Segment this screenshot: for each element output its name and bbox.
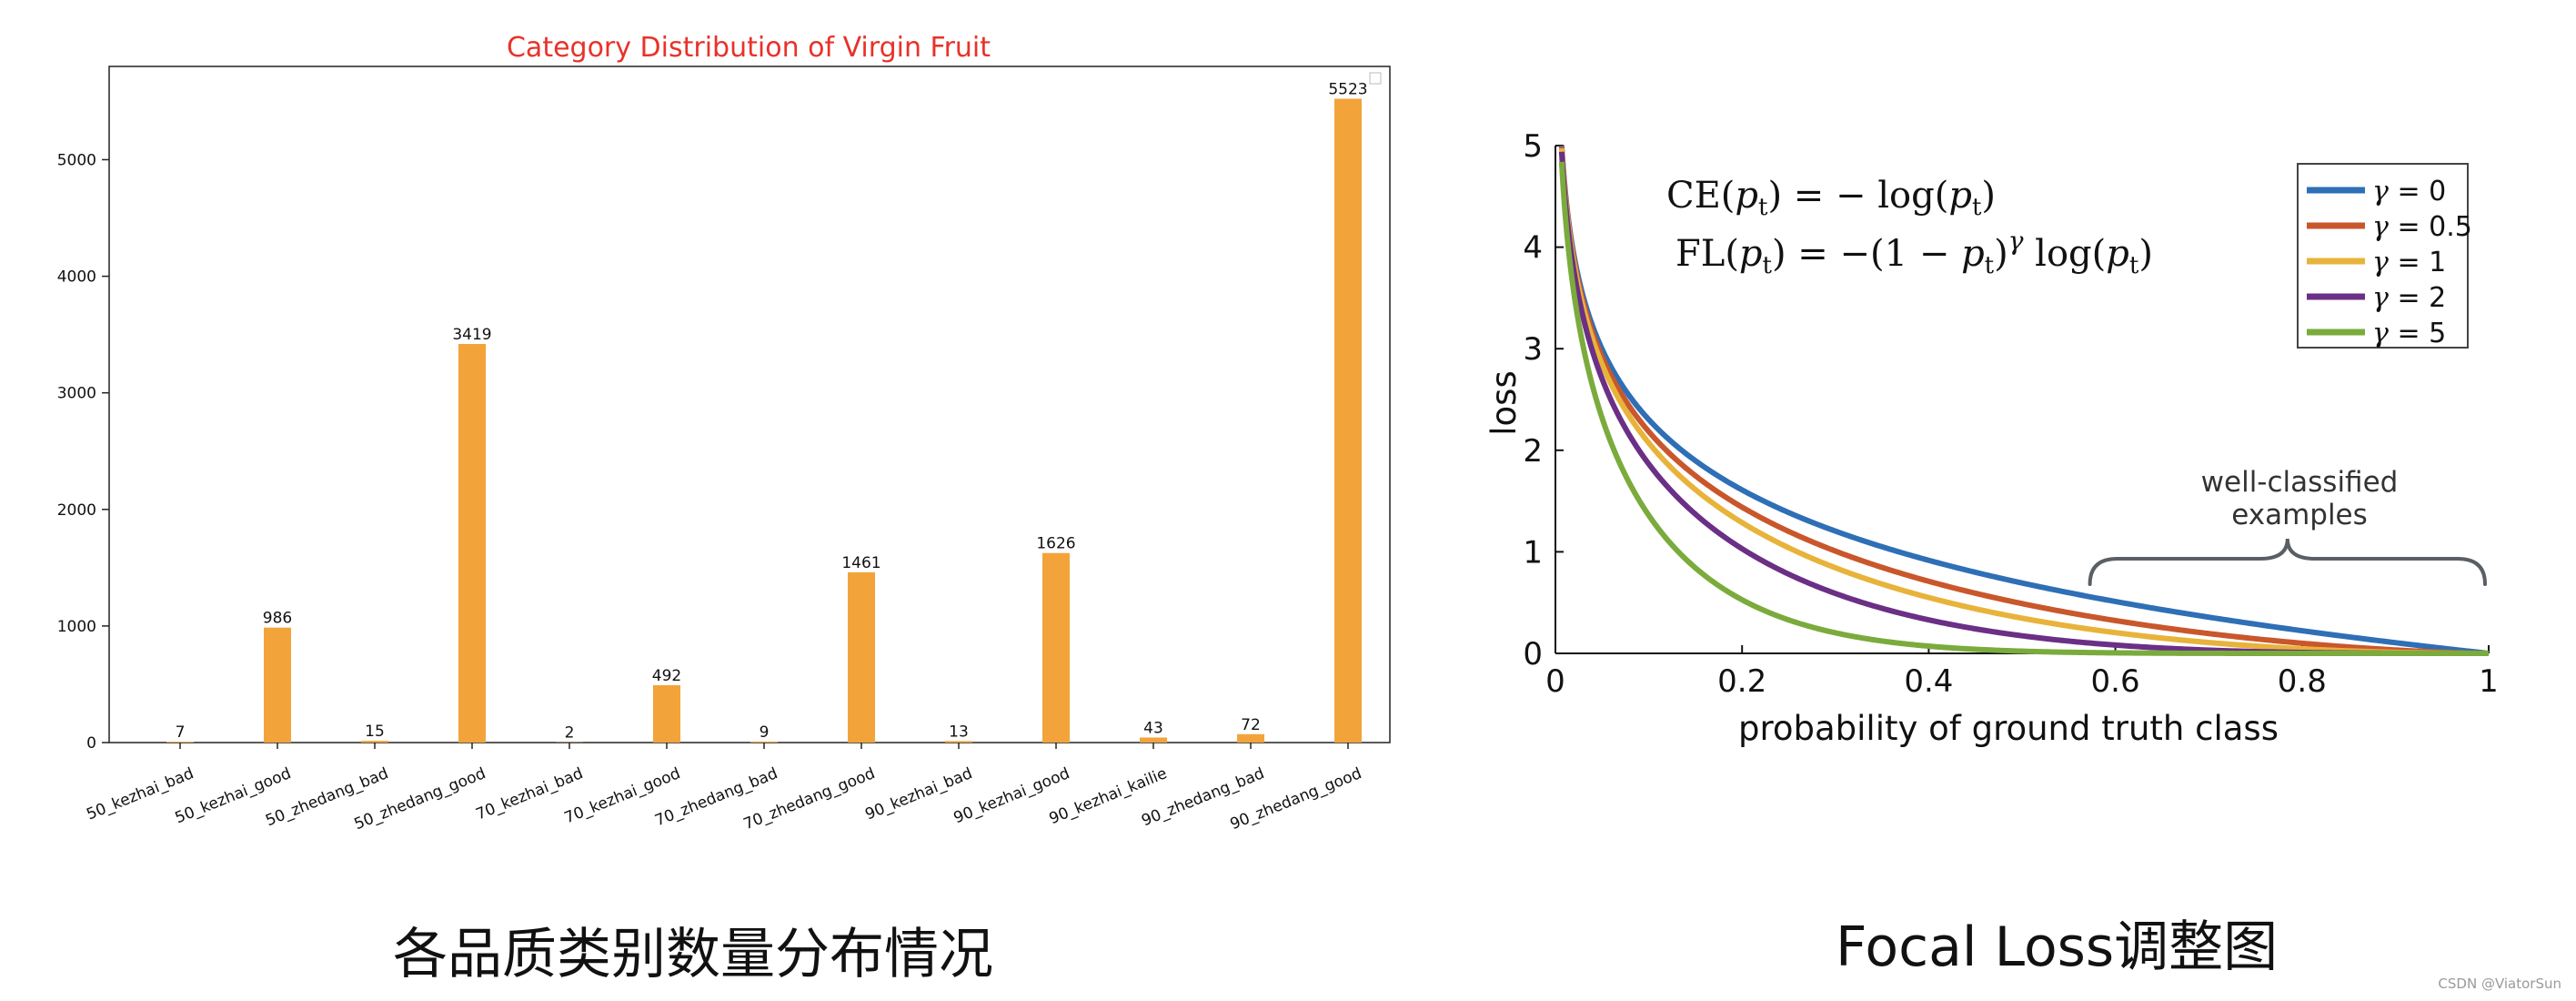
annotation-line-2: examples [2231, 499, 2368, 531]
focal-loss-chart: 0 0.2 0.4 0.6 0.8 1 0 1 2 3 4 5 probability of grou… [1484, 128, 2499, 748]
watermark: CSDN @ViatorSun [2438, 976, 2561, 992]
x-axis-label: probability of ground truth class [1738, 709, 2279, 748]
bar-value-label: 986 [263, 610, 292, 628]
x-tick-label: 1 [2479, 663, 2499, 700]
bar [750, 741, 778, 743]
x-tick-label: 0.2 [1717, 663, 1766, 700]
x-tick-label: 0.8 [2278, 663, 2327, 700]
legend-label: γ = 2 [2372, 282, 2446, 314]
y-tick-label: 1000 [57, 618, 96, 636]
y-tick-label: 2 [1523, 433, 1543, 470]
bar-chart-legend-box [1369, 72, 1382, 85]
y-tick-label: 3 [1523, 331, 1543, 368]
well-classified-brace [2088, 538, 2487, 586]
legend-label: γ = 5 [2372, 318, 2446, 349]
bar-value-label: 2 [565, 724, 575, 743]
bar-value-label: 13 [949, 723, 969, 741]
y-tick-label: 3000 [57, 385, 96, 403]
bar-value-label: 15 [365, 723, 385, 741]
legend-label: γ = 1 [2372, 247, 2446, 278]
bar-value-label: 3419 [452, 326, 491, 344]
bar [1334, 98, 1362, 743]
loss-curve-5 [1558, 160, 2489, 656]
bar [1237, 733, 1264, 743]
legend-label: γ = 0 [2372, 176, 2446, 207]
legend-label: γ = 0.5 [2372, 211, 2472, 243]
bar-value-label: 1461 [841, 554, 880, 572]
y-tick-label: 0 [86, 734, 96, 753]
x-tick-label: 0.6 [2091, 663, 2140, 700]
y-tick-label: 0 [1523, 636, 1543, 672]
loss-curve-0 [1558, 143, 2490, 656]
bar [848, 571, 875, 743]
y-tick-label: 5000 [57, 151, 96, 169]
bar-value-label: 43 [1143, 719, 1163, 737]
bar-value-label: 5523 [1328, 80, 1367, 98]
bar [458, 344, 486, 743]
annotation-line-1: well-classified [2201, 466, 2399, 499]
bar [361, 741, 388, 743]
bar [1042, 552, 1070, 743]
y-tick-label: 1 [1523, 534, 1543, 571]
bar-value-label: 9 [760, 723, 770, 742]
fl-formula: FL(pt) = −(1 − pt)γ log(pt) [1675, 226, 2153, 279]
bar-chart-title: Category Distribution of Virgin Fruit [507, 32, 991, 64]
bar [945, 741, 972, 743]
loss-curve-0.5 [1558, 145, 2490, 656]
bar-value-label: 7 [176, 723, 186, 742]
y-tick-label: 4 [1523, 230, 1543, 267]
bar-chart: Category Distribution of Virgin Fruit 0 1… [57, 32, 1391, 834]
bar [166, 742, 194, 743]
x-tick-label: 0 [1545, 663, 1565, 700]
chart-legend: γ = 0 γ = 0.5 γ = 1 γ = 2 γ = 5 [2297, 163, 2472, 349]
bar-chart-plot-area [108, 66, 1391, 743]
ce-formula: CE(pt) = − log(pt) [1666, 175, 1996, 221]
x-tick-label: 0.4 [1904, 663, 1953, 700]
y-tick-label: 5 [1523, 128, 1543, 165]
focal-loss-caption: Focal Loss调整图 [1836, 915, 2279, 979]
bar-value-label: 1626 [1036, 535, 1075, 553]
bar-chart-caption: 各品质类别数量分布情况 [393, 923, 993, 986]
bar [653, 684, 680, 743]
bar [1140, 737, 1167, 743]
bar-value-label: 72 [1241, 716, 1261, 734]
y-tick-label: 4000 [57, 268, 96, 287]
bar [264, 627, 291, 743]
y-axis-label: loss [1484, 370, 1524, 435]
y-tick-label: 2000 [57, 501, 96, 520]
bar-value-label: 492 [652, 667, 681, 685]
loss-curve-1 [1558, 147, 2489, 656]
